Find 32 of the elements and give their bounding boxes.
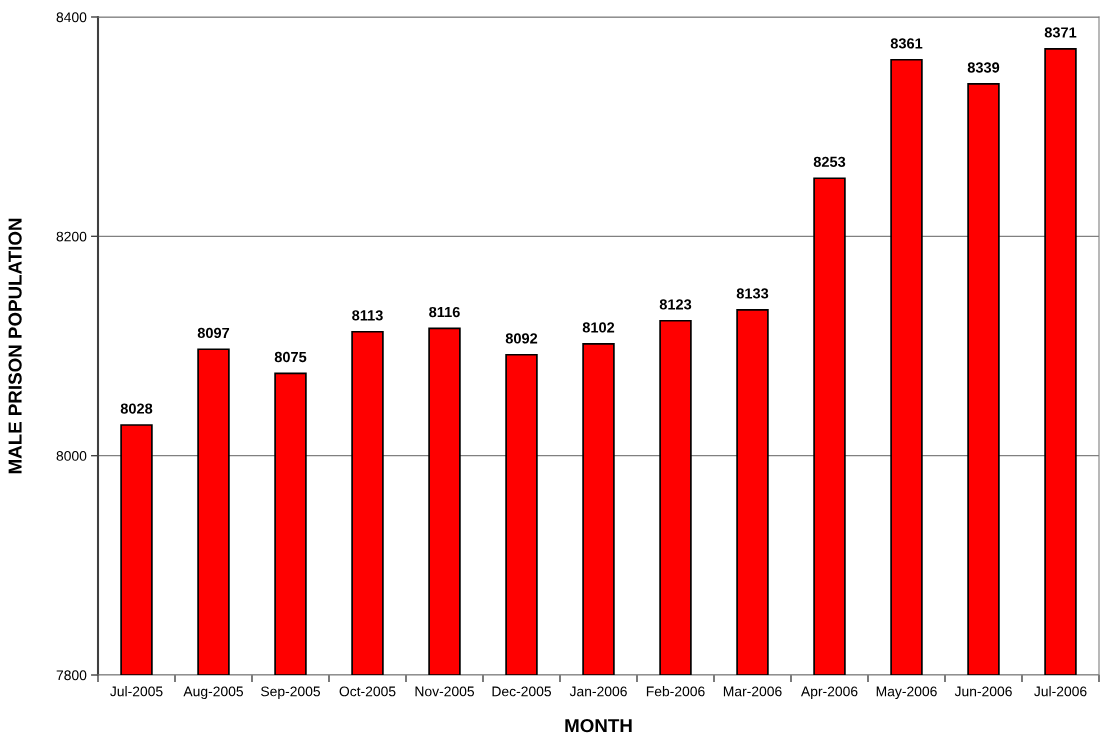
data-label: 8102 xyxy=(582,322,615,333)
x-tick-label: Jul-2005 xyxy=(110,686,163,697)
data-label: 8371 xyxy=(1044,27,1077,38)
x-tick-label: Aug-2005 xyxy=(183,686,244,700)
x-tick-label: Oct-2005 xyxy=(339,686,396,697)
y-tick-label: 8400 xyxy=(56,12,87,23)
x-tick-label: Sep-2005 xyxy=(261,686,321,700)
y-tick-label: 8200 xyxy=(56,231,87,242)
data-label: 8116 xyxy=(429,306,460,318)
x-tick-label: Mar-2006 xyxy=(723,686,782,697)
x-tick-label: May-2006 xyxy=(876,686,937,700)
data-label: 8253 xyxy=(813,156,846,168)
data-label: 8028 xyxy=(120,403,153,414)
data-label: 8097 xyxy=(197,327,230,339)
x-axis-title: MONTH xyxy=(565,719,632,733)
x-tick-label: Dec-2005 xyxy=(492,686,552,697)
x-tick-label: Jun-2006 xyxy=(954,686,1012,697)
data-label: 8075 xyxy=(274,351,307,363)
y-tick-label: 7800 xyxy=(56,670,87,681)
y-axis-title: MALE PRISON POPULATION xyxy=(8,218,22,474)
x-tick-label: Jul-2006 xyxy=(1034,686,1087,697)
x-tick-label: Jan-2006 xyxy=(569,686,627,697)
x-tick-label: Apr-2006 xyxy=(800,686,858,700)
x-tick-label: Feb-2006 xyxy=(646,686,705,697)
data-label: 8361 xyxy=(890,38,923,49)
data-label: 8123 xyxy=(659,299,692,310)
data-label: 8339 xyxy=(967,62,1000,73)
x-tick-label: Nov-2005 xyxy=(415,686,475,697)
y-tick-label: 8000 xyxy=(56,451,87,461)
data-label: 8133 xyxy=(736,288,769,299)
data-label: 8092 xyxy=(505,333,538,344)
data-label: 8113 xyxy=(352,310,383,321)
